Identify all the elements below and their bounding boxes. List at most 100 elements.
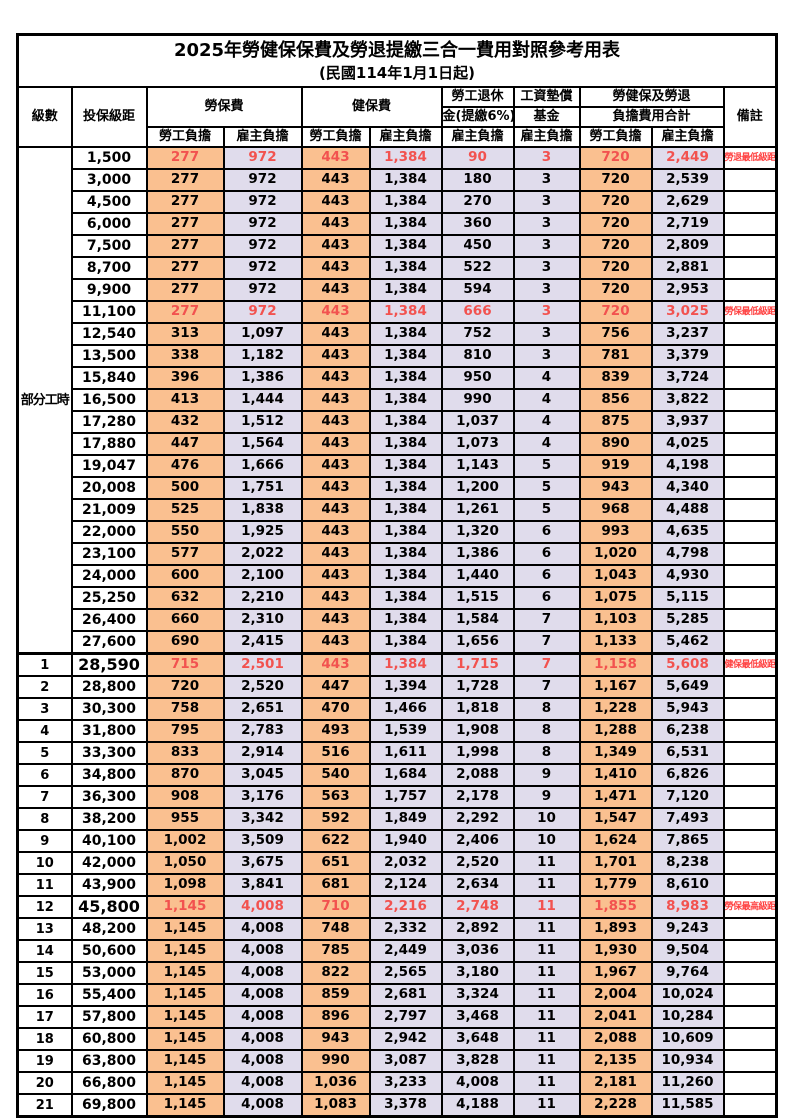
- wage-fund-employer-cell: 11: [512, 983, 581, 1007]
- total-employer-cell: 4,340: [650, 476, 725, 500]
- labor-insurance-employee-cell: 1,145: [145, 1027, 225, 1051]
- health-insurance-employer-cell: 2,032: [368, 851, 443, 875]
- table-row: 25,250 632 2,210 443 1,384 1,515 6 1,075 5,115: [18, 586, 778, 610]
- total-employer-cell: 2,539: [650, 168, 725, 192]
- bracket-cell: 8,700: [70, 256, 148, 280]
- labor-insurance-employee-cell: 1,145: [145, 983, 225, 1007]
- health-insurance-employee-cell: 785: [300, 939, 371, 963]
- total-employer-cell: 4,798: [650, 542, 725, 566]
- total-employee-cell: 2,181: [578, 1071, 653, 1095]
- health-insurance-employee-cell: 516: [300, 741, 371, 765]
- pension-employer-cell: 1,728: [440, 675, 515, 699]
- table-row: 9 40,100 1,002 3,509 622 1,940 2,406 10 1,624 7,8…: [16, 829, 778, 853]
- table-row: 16,500 413 1,444 443 1,384 990 4 856 3,822: [18, 388, 778, 412]
- health-insurance-employer-cell: 1,539: [368, 719, 443, 743]
- health-insurance-employee-cell: 540: [300, 763, 371, 787]
- wage-fund-employer-cell: 3: [512, 278, 581, 302]
- total-employee-cell: 1,133: [578, 630, 653, 655]
- labor-insurance-employer-cell: 4,008: [222, 961, 303, 985]
- total-employer-cell: 3,937: [650, 410, 725, 434]
- health-insurance-employee-cell: 443: [300, 322, 371, 346]
- bracket-cell: 21,009: [70, 498, 148, 522]
- bracket-cell: 17,880: [70, 432, 148, 456]
- wage-fund-employer-cell: 7: [512, 608, 581, 632]
- table-row: 5 33,300 833 2,914 516 1,611 1,998 8 1,349 6,531: [16, 741, 778, 765]
- level-cell: 1: [16, 652, 73, 677]
- col-header-labor-insurance: 勞保費: [145, 86, 303, 128]
- total-employer-cell: 11,260: [650, 1071, 725, 1095]
- table-row: 10 42,000 1,050 3,675 651 2,032 2,520 11 1,701 8,…: [16, 851, 778, 875]
- table-row: 11 43,900 1,098 3,841 681 2,124 2,634 11 1,779 8,…: [16, 873, 778, 897]
- labor-insurance-employer-cell: 2,022: [222, 542, 303, 566]
- health-insurance-employee-cell: 1,036: [300, 1071, 371, 1095]
- col-header-pension-line1: 勞工退休: [440, 86, 515, 108]
- pension-employer-cell: 450: [440, 234, 515, 258]
- page-title: 2025年勞健保保費及勞退提繳三合一費用對照參考用表: [173, 40, 621, 62]
- pension-employer-cell: 3,036: [440, 939, 515, 963]
- level-cell: 20: [16, 1071, 73, 1095]
- labor-insurance-employee-cell: 277: [145, 234, 225, 258]
- remark-cell: [722, 807, 778, 831]
- health-insurance-employee-cell: 443: [300, 652, 371, 677]
- pension-employer-cell: 1,037: [440, 410, 515, 434]
- total-employer-cell: 7,120: [650, 785, 725, 809]
- health-insurance-employer-cell: 1,384: [368, 542, 443, 566]
- total-employee-cell: 1,893: [578, 917, 653, 941]
- remark-cell: [722, 542, 778, 566]
- labor-insurance-employer-cell: 972: [222, 278, 303, 302]
- health-insurance-employee-cell: 443: [300, 234, 371, 258]
- level-cell: 7: [16, 785, 73, 809]
- total-employee-cell: 856: [578, 388, 653, 412]
- remark-cell: [722, 741, 778, 765]
- health-insurance-employer-cell: 1,384: [368, 520, 443, 544]
- bracket-cell: 13,500: [70, 344, 148, 368]
- total-employee-cell: 1,043: [578, 564, 653, 588]
- remark-cell: [722, 608, 778, 632]
- table-row: 20,008 500 1,751 443 1,384 1,200 5 943 4,340: [18, 476, 778, 500]
- health-insurance-employee-cell: 443: [300, 432, 371, 456]
- bracket-cell: 66,800: [70, 1071, 148, 1095]
- health-insurance-employer-cell: 1,384: [368, 586, 443, 610]
- remark-cell: [722, 564, 778, 588]
- health-insurance-employer-cell: 1,384: [368, 344, 443, 368]
- health-insurance-employee-cell: 748: [300, 917, 371, 941]
- pension-employer-cell: 4,188: [440, 1093, 515, 1118]
- bracket-cell: 53,000: [70, 961, 148, 985]
- pension-employer-cell: 2,520: [440, 851, 515, 875]
- labor-insurance-employee-cell: 1,145: [145, 1093, 225, 1118]
- pension-employer-cell: 810: [440, 344, 515, 368]
- wage-fund-employer-cell: 9: [512, 785, 581, 809]
- bracket-cell: 1,500: [70, 146, 148, 170]
- level-cell: 16: [16, 983, 73, 1007]
- health-insurance-employer-cell: 3,233: [368, 1071, 443, 1095]
- bracket-cell: 22,000: [70, 520, 148, 544]
- table-row: 18 60,800 1,145 4,008 943 2,942 3,648 11 2,088 10…: [16, 1027, 778, 1051]
- health-insurance-employee-cell: 990: [300, 1049, 371, 1073]
- total-employer-cell: 2,881: [650, 256, 725, 280]
- labor-insurance-employee-cell: 277: [145, 300, 225, 324]
- health-insurance-employee-cell: 563: [300, 785, 371, 809]
- health-insurance-employee-cell: 443: [300, 608, 371, 632]
- health-insurance-employee-cell: 443: [300, 586, 371, 610]
- health-insurance-employee-cell: 443: [300, 190, 371, 214]
- level-cell: 5: [16, 741, 73, 765]
- bracket-cell: 69,800: [70, 1093, 148, 1118]
- pension-employer-cell: 594: [440, 278, 515, 302]
- labor-insurance-employee-cell: 908: [145, 785, 225, 809]
- labor-insurance-employee-cell: 500: [145, 476, 225, 500]
- total-employer-cell: 7,493: [650, 807, 725, 831]
- pension-employer-cell: 2,178: [440, 785, 515, 809]
- remark-cell: 勞保最低級距: [722, 300, 778, 324]
- bracket-cell: 34,800: [70, 763, 148, 787]
- total-employee-cell: 720: [578, 190, 653, 214]
- remark-cell: [722, 1027, 778, 1051]
- pension-employer-cell: 1,440: [440, 564, 515, 588]
- labor-insurance-employee-cell: 1,145: [145, 939, 225, 963]
- col-header-bracket: 投保級距: [70, 86, 148, 148]
- subheader-pension-employer: 雇主負擔: [440, 126, 515, 148]
- remark-cell: [722, 1049, 778, 1073]
- labor-insurance-employer-cell: 1,751: [222, 476, 303, 500]
- health-insurance-employee-cell: 443: [300, 212, 371, 236]
- remark-cell: [722, 630, 778, 655]
- total-employer-cell: 5,285: [650, 608, 725, 632]
